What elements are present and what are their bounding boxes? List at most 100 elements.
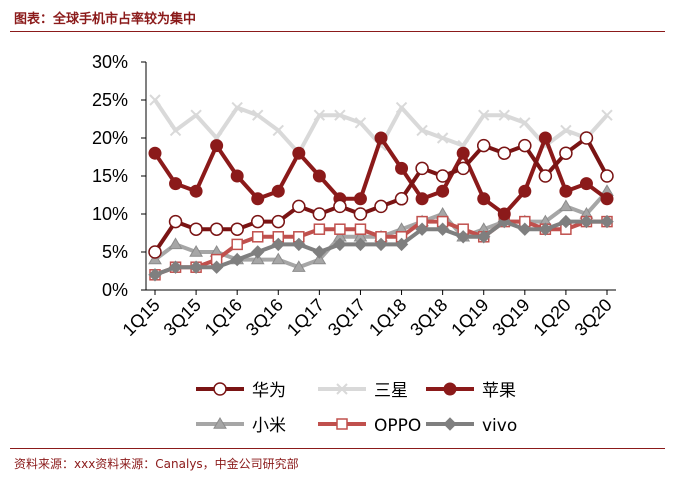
data-point bbox=[230, 252, 244, 267]
source-note: 资料来源：xxx资料来源：Canalys，中金公司研究部 bbox=[14, 457, 299, 471]
data-point bbox=[210, 139, 224, 153]
data-point bbox=[313, 109, 326, 121]
data-point bbox=[292, 199, 306, 214]
y-tick-label: 15% bbox=[92, 166, 128, 186]
data-point bbox=[251, 192, 265, 206]
chart-title: 图表：全球手机市占率较为集中 bbox=[14, 12, 197, 27]
data-point bbox=[518, 222, 532, 236]
data-point bbox=[251, 245, 265, 259]
data-point bbox=[168, 260, 183, 274]
y-tick-label: 25% bbox=[92, 90, 128, 110]
x-tick-label: 1Q15 bbox=[119, 295, 164, 340]
data-point bbox=[559, 199, 573, 212]
data-point bbox=[209, 222, 224, 236]
legend-item: 华为 bbox=[196, 381, 286, 401]
data-point bbox=[271, 184, 285, 198]
data-point bbox=[148, 245, 162, 259]
data-point bbox=[395, 101, 408, 114]
x-tick-label: 1Q17 bbox=[283, 295, 328, 340]
legend-label: vivo bbox=[482, 416, 517, 436]
data-point bbox=[312, 169, 326, 183]
data-point bbox=[250, 214, 265, 229]
data-point bbox=[272, 124, 284, 137]
data-point bbox=[600, 169, 614, 183]
x-tick-label: 3Q15 bbox=[160, 295, 205, 340]
data-point bbox=[230, 222, 244, 236]
data-point bbox=[271, 237, 285, 252]
x-tick-label: 1Q19 bbox=[447, 295, 492, 340]
x-tick-label: 3Q19 bbox=[488, 295, 533, 340]
y-tick-label: 5% bbox=[102, 242, 128, 262]
data-point bbox=[169, 177, 183, 191]
data-point bbox=[312, 245, 327, 259]
data-point bbox=[230, 169, 244, 183]
data-point bbox=[415, 192, 429, 206]
data-point bbox=[394, 237, 409, 252]
data-point bbox=[477, 230, 491, 244]
data-point bbox=[271, 214, 286, 229]
data-point bbox=[601, 109, 613, 121]
data-point bbox=[579, 131, 594, 145]
data-point bbox=[579, 177, 593, 191]
data-point bbox=[518, 184, 532, 198]
data-point bbox=[415, 161, 429, 176]
legend-item: 小米 bbox=[196, 416, 286, 436]
legend-marker bbox=[443, 417, 457, 431]
data-point bbox=[292, 237, 306, 252]
data-point bbox=[436, 132, 449, 144]
data-point bbox=[416, 124, 428, 137]
data-point bbox=[334, 223, 346, 235]
data-point bbox=[312, 207, 327, 221]
data-point bbox=[292, 146, 306, 160]
x-tick-label: 3Q18 bbox=[406, 295, 451, 340]
data-point bbox=[353, 237, 368, 252]
data-point bbox=[600, 192, 614, 206]
legend-item: 苹果 bbox=[426, 381, 516, 401]
data-point bbox=[231, 101, 243, 114]
data-point bbox=[252, 109, 264, 121]
data-point bbox=[334, 109, 346, 121]
chart-axes: 0%5%10%15%20%25%30%1Q153Q151Q163Q161Q173… bbox=[92, 52, 616, 340]
data-point bbox=[149, 94, 161, 106]
series-5 bbox=[148, 131, 614, 259]
data-point bbox=[168, 214, 183, 229]
data-point bbox=[395, 161, 409, 175]
legend-item: OPPO bbox=[318, 416, 421, 436]
data-point bbox=[231, 238, 243, 251]
data-point bbox=[313, 223, 326, 235]
data-point bbox=[148, 268, 162, 282]
legend-marker bbox=[336, 383, 348, 395]
data-point bbox=[498, 109, 510, 121]
data-point bbox=[600, 214, 614, 229]
legend-label: 小米 bbox=[252, 416, 286, 436]
data-point bbox=[189, 184, 203, 198]
x-tick-label: 1Q16 bbox=[201, 295, 246, 340]
data-point bbox=[518, 138, 532, 153]
legend-label: OPPO bbox=[374, 416, 421, 436]
data-point bbox=[189, 245, 203, 257]
data-point bbox=[251, 231, 264, 243]
data-point bbox=[559, 214, 573, 229]
series-3 bbox=[148, 214, 614, 282]
data-point bbox=[189, 260, 203, 274]
data-point bbox=[560, 124, 572, 137]
data-point bbox=[538, 169, 553, 183]
legend-label: 三星 bbox=[374, 381, 408, 401]
chart-series bbox=[148, 94, 614, 282]
y-tick-label: 0% bbox=[102, 280, 128, 300]
data-point bbox=[353, 207, 368, 221]
legend-label: 苹果 bbox=[482, 381, 516, 401]
data-point bbox=[271, 252, 286, 265]
x-tick-label: 3Q17 bbox=[324, 295, 369, 340]
legend-marker bbox=[443, 382, 457, 396]
data-point bbox=[354, 223, 367, 235]
data-point bbox=[519, 117, 531, 129]
legend-marker bbox=[213, 382, 227, 396]
legend-item: 三星 bbox=[318, 381, 408, 401]
data-point bbox=[559, 146, 573, 160]
data-point bbox=[478, 109, 490, 121]
data-point bbox=[497, 146, 512, 160]
data-point bbox=[436, 184, 450, 198]
